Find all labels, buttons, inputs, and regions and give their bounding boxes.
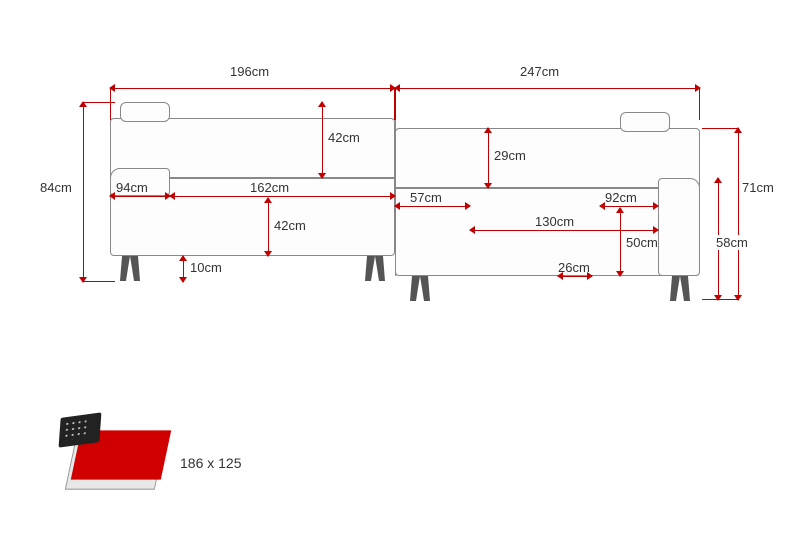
sofa-left-headrest (120, 102, 170, 122)
sofa-leg (410, 276, 430, 301)
dim-right-58-label: 58cm (715, 235, 749, 250)
dim-seat-162-label: 162cm (250, 180, 289, 195)
dim-right-71-label: 71cm (742, 180, 774, 195)
dim-top-left-label: 196cm (230, 64, 269, 79)
dim-corner-57-label: 57cm (410, 190, 442, 205)
dim-top-right-label: 247cm (520, 64, 559, 79)
dim-arm-26-label: 26cm (558, 260, 590, 275)
sofa-right-headrest (620, 112, 670, 132)
sofa-leg (670, 276, 690, 301)
sleeping-surface-icon: 186 x 125 (60, 420, 260, 500)
sofa-right-backrest (395, 128, 700, 188)
bed-dimensions-label: 186 x 125 (180, 455, 242, 471)
dim-leg-10-label: 10cm (190, 260, 222, 275)
bed-pillow-shape (59, 412, 102, 447)
dim-arm-92-label: 92cm (605, 190, 637, 205)
dim-arm-94-label: 94cm (116, 180, 148, 195)
dim-headrest-42-label: 42cm (328, 130, 360, 145)
sofa-right-arm (658, 178, 700, 276)
sofa-leg (120, 256, 140, 281)
sofa-leg (365, 256, 385, 281)
dim-depth-42-label: 42cm (274, 218, 306, 233)
dim-seat-130-label: 130cm (535, 214, 574, 229)
sofa-dimension-diagram: 196cm 247cm 84cm 71cm 58cm 42cm (60, 60, 740, 360)
dim-back-29-label: 29cm (494, 148, 526, 163)
dim-seat-50-label: 50cm (626, 235, 658, 250)
dim-left-height-label: 84cm (40, 180, 72, 195)
